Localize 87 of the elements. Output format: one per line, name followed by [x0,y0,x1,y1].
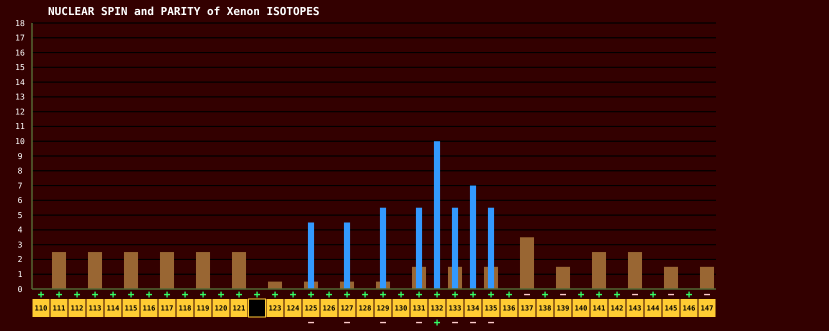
data-label: + [164,288,171,301]
data-label: − [470,316,477,329]
y-tick-label: 11 [15,122,25,132]
data-label: + [38,288,45,301]
y-tick-label: 8 [18,166,23,176]
bar [664,266,678,289]
y-tick-label: 10 [15,137,25,146]
data-label: − [344,316,351,329]
data-label: + [128,288,135,301]
bar [628,252,642,289]
data-label: + [56,288,63,301]
data-label: + [380,288,387,301]
data-label: + [182,288,189,301]
y-tick-label: 16 [15,48,25,58]
data-label: + [200,288,207,301]
bar [160,252,174,289]
y-tick-label: 5 [18,210,23,220]
data-label: + [542,288,549,301]
data-label: + [434,288,441,301]
data-label: − [416,316,423,329]
bar [380,208,386,289]
data-label: − [308,316,315,329]
data-label: + [470,288,477,301]
data-label: + [110,288,117,301]
data-label: − [560,288,567,301]
data-label: + [416,288,423,301]
data-label: + [146,288,153,301]
data-label: + [434,316,441,329]
bar [308,222,314,289]
y-tick-label: 4 [18,226,23,235]
y-tick-label: 9 [18,152,23,161]
y-tick-label: 13 [15,92,25,102]
y-tick-label: 6 [18,196,23,206]
bar [520,237,534,289]
y-tick-label: 7 [18,181,23,190]
data-label: + [218,288,225,301]
data-label: − [452,316,459,329]
data-label: + [344,288,351,301]
data-label: + [272,288,279,301]
y-tick-label: 12 [15,107,25,116]
bar [88,252,102,289]
bar [52,252,66,289]
bar [268,282,282,289]
bar [196,252,210,289]
data-label: − [668,288,675,301]
bar [488,208,494,289]
y-tick-label: 18 [15,18,25,28]
data-label: + [236,288,243,301]
bar [124,252,138,289]
data-label: + [506,288,513,301]
bar [452,208,458,289]
data-label: + [452,288,459,301]
data-label: + [290,288,297,301]
bar [344,222,350,289]
data-label: + [686,288,693,301]
data-label: + [74,288,81,301]
data-label: + [326,288,333,301]
bar [232,252,246,289]
data-label: + [308,288,315,301]
data-label: − [632,288,639,301]
data-label: + [362,288,369,301]
y-tick-label: 17 [15,34,25,43]
data-label: + [614,288,621,301]
y-tick-label: 2 [18,255,23,264]
y-tick-label: 1 [18,270,23,280]
data-label: − [704,288,711,301]
data-label: + [488,288,495,301]
bar [470,186,476,289]
bar [700,266,714,289]
data-label: − [488,316,495,329]
y-tick-label: 0 [18,284,23,294]
data-label: + [578,288,585,301]
data-label: + [650,288,657,301]
bar [416,208,422,289]
y-tick-label: 3 [18,240,23,250]
bar [556,266,570,289]
data-label: − [524,288,531,301]
y-tick-label: 14 [15,78,25,87]
data-label: − [380,316,387,329]
data-label: + [92,288,99,301]
data-label: + [398,288,405,301]
bar [592,252,606,289]
bar [434,141,440,289]
chart-title: NUCLEAR SPIN and PARITY of Xenon ISOTOPES [48,5,320,18]
data-label: + [596,288,603,301]
y-tick-label: 15 [15,63,25,72]
data-label: + [254,288,261,301]
